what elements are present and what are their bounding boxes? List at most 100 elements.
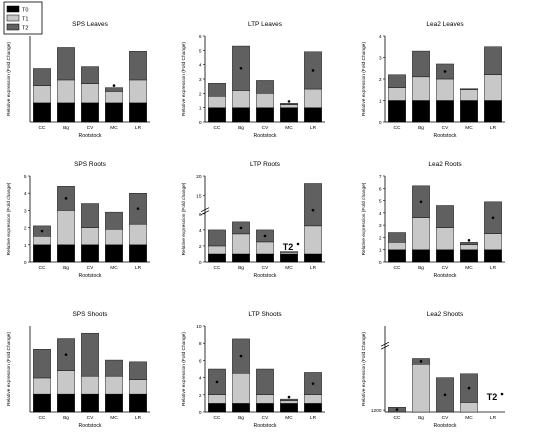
x-axis-label: Rootstock (433, 133, 456, 139)
significance-dot (239, 66, 243, 70)
x-tick-label-cc: CC (394, 265, 401, 271)
significance-dot (311, 208, 315, 212)
bar-t0-cv (81, 393, 99, 413)
significance-dot (419, 360, 423, 363)
legend: T0 T1 T2 (3, 1, 43, 35)
bar-t1-cv (436, 227, 454, 250)
bar-t1-bg (232, 233, 250, 255)
bar-t2-cv (81, 203, 99, 228)
x-tick-label-cv: CV (87, 125, 94, 131)
bar-t2-cc (208, 83, 226, 97)
x-tick-label-cc: CC (214, 265, 221, 271)
bar-t2-lr (129, 51, 147, 81)
bar-t0-mc (460, 249, 478, 263)
axis-break (380, 341, 390, 350)
bar-t1-mc (460, 244, 478, 250)
x-tick-label-cc: CC (39, 125, 46, 131)
bar-t1-lr (484, 74, 502, 101)
x-tick-label-lr: LR (310, 125, 317, 131)
significance-dot (64, 197, 68, 200)
bar-t0-mc (105, 393, 123, 413)
y-tick-label: 2 (199, 91, 202, 97)
bar-t2-cv (81, 66, 99, 84)
bar-t0-cc (33, 102, 51, 123)
y-tick-label: 4 (199, 376, 202, 382)
bar-t0-cv (256, 107, 274, 123)
x-axis-label: Rootstock (78, 133, 101, 139)
bar-t0-bg (232, 253, 250, 263)
bar-t0-cc (208, 253, 226, 263)
chart-title: SPS Leaves (72, 21, 109, 28)
significance-dot (443, 70, 447, 73)
x-tick-label-bg: Bg (63, 265, 69, 271)
x-tick-label-cv: CV (87, 415, 94, 421)
bar-t2-cc (33, 349, 51, 379)
bar-t1-mc (280, 252, 298, 255)
bar-t2-lr (304, 183, 322, 227)
bar-t0-cc (388, 100, 406, 123)
y-tick-label: 5 (199, 48, 202, 54)
significance-dot (395, 408, 399, 411)
bar-t1-bg (412, 364, 430, 413)
x-axis-label: Rootstock (78, 273, 101, 279)
bar-t0-bg (57, 244, 75, 263)
x-tick-label-bg: Bg (238, 125, 244, 131)
bar-t0-bg (232, 107, 250, 123)
bar-t1-bg (412, 76, 430, 101)
bar-t2-bg (412, 50, 430, 78)
x-tick-label-lr: LR (490, 125, 497, 131)
chart-title: Lea2 Roots (428, 161, 462, 168)
bar-t2-bg (57, 47, 75, 81)
bar-t1-cc (388, 87, 406, 101)
y-tick-label: 4 (199, 63, 202, 69)
inline-t2-label: T2 (283, 242, 294, 252)
bar-t0-bg (57, 102, 75, 123)
y-tick-label: 5 (24, 174, 27, 180)
x-tick-label-mc: MC (465, 125, 473, 131)
panel-sps-leaves: SPS Leaves Relative expression (Fold Chan… (6, 21, 150, 139)
bar-t1-cc (33, 235, 51, 245)
y-tick-label: 3 (379, 223, 382, 229)
significance-dot (311, 69, 315, 72)
chart-title: LTP Shoots (248, 311, 282, 318)
x-tick-label-mc: MC (465, 265, 473, 271)
panel-sps-roots: SPS Roots 0 1 2 3 4 5 Relative expression (Fold… (6, 161, 150, 279)
bar-t0-cv (256, 403, 274, 413)
bar-t0-lr (304, 403, 322, 413)
bar-t1-mc (105, 375, 123, 395)
bar-t0-mc (280, 107, 298, 123)
significance-dot (491, 216, 495, 220)
y-tick-label: 20 (196, 174, 202, 180)
y-tick-label: 0 (379, 260, 382, 266)
x-tick-label-lr: LR (310, 415, 317, 421)
x-tick-label-cc: CC (214, 415, 221, 421)
x-tick-label-cv: CV (442, 125, 449, 131)
inline-t2-label: T2 (487, 392, 498, 402)
bar-t2-mc (460, 242, 478, 245)
axis-break (200, 207, 210, 216)
y-tick-label: 0 (199, 120, 202, 126)
y-tick-label: 0 (379, 120, 382, 126)
bar-t2-mc (105, 211, 123, 230)
y-tick-label: 2 (24, 226, 27, 232)
significance-dot (112, 84, 116, 87)
x-tick-label-cc: CC (214, 125, 221, 131)
significance-dot (287, 100, 291, 103)
panel-sps-shoots: SPS Shoots Relative expression (Fold Chan… (6, 311, 150, 429)
bar-t1-cc (388, 242, 406, 250)
chart-title: SPS Shoots (72, 311, 108, 318)
chart-title: Lea2 Leaves (426, 21, 464, 28)
y-axis-label: Relative expression (Fold change) (6, 182, 12, 255)
significance-dot (500, 392, 504, 396)
bar-t1-bg (232, 373, 250, 404)
x-axis-label: Rootstock (78, 423, 101, 429)
panel-ltp-shoots: LTP Shoots 0 2 4 6 8 10 Relative expression (Fo… (181, 311, 325, 429)
bar-t1-mc (105, 229, 123, 246)
x-tick-label-lr: LR (135, 265, 142, 271)
significance-dot (467, 386, 471, 390)
significance-dot (136, 207, 140, 210)
y-tick-label: 3 (24, 208, 27, 214)
legend-label-t2: T2 (22, 26, 28, 32)
bar-t1-cv (81, 227, 99, 246)
bar-t0-cc (208, 107, 226, 123)
